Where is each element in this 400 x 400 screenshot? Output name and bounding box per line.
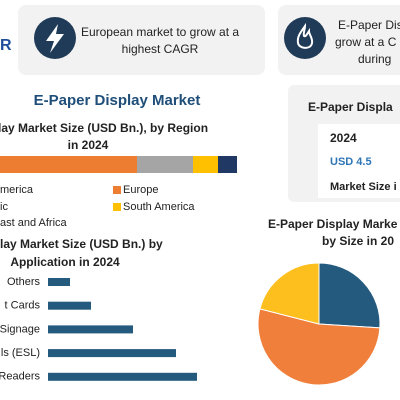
legend-label: merica [0, 184, 34, 196]
category-label: Signage [0, 323, 40, 335]
chart-title: lay Market Size (USD Bn.) by [0, 237, 163, 251]
pie-slice [257, 308, 381, 386]
card-text: European market to grow at a [81, 25, 239, 39]
bolt-icon [46, 24, 64, 53]
stat-year: 2024 [330, 131, 357, 145]
chart-title: lay Market Size (USD Bn.), by Region [0, 121, 208, 135]
bar [48, 301, 91, 310]
bar-segment [218, 156, 237, 173]
pie-slice [259, 262, 320, 325]
card [18, 5, 265, 75]
stat-value: USD 4.5 [330, 156, 372, 168]
flame-icon [296, 22, 314, 49]
bar-segment [0, 156, 137, 173]
stat-title: E-Paper Displa [308, 100, 393, 114]
logo: R [0, 37, 12, 54]
category-label: Readers [0, 371, 40, 383]
bar-segment [137, 156, 193, 173]
chart-title: by Size in 20 [322, 234, 394, 248]
bar [48, 372, 197, 381]
pie-slice [318, 262, 381, 329]
icon-circle [284, 17, 326, 59]
legend-label: South America [123, 201, 195, 213]
legend-label: Europe [123, 184, 158, 196]
card-text: E-Paper Dis [338, 18, 400, 32]
chart-title: E-Paper Display Marke [268, 217, 398, 231]
category-label: ls (ESL) [1, 347, 40, 359]
card-text: during [358, 52, 391, 66]
card-text: highest CAGR [122, 42, 199, 56]
legend-marker [113, 203, 121, 211]
category-label: Others [7, 276, 41, 288]
legend-label: ast and Africa [0, 217, 68, 229]
category-label: t Cards [5, 300, 41, 312]
legend-label: ic [0, 201, 8, 213]
bar [48, 349, 176, 358]
stat-inner [318, 124, 400, 198]
bar-segment [193, 156, 218, 173]
bar [48, 325, 133, 334]
legend-marker [113, 186, 121, 194]
chart-title: in 2024 [68, 138, 109, 152]
stat-label: Market Size i [330, 181, 397, 193]
card-text: grow at a C [335, 35, 397, 49]
chart-title: Application in 2024 [10, 255, 120, 269]
bar [48, 278, 70, 286]
main-title: E-Paper Display Market [34, 92, 201, 109]
